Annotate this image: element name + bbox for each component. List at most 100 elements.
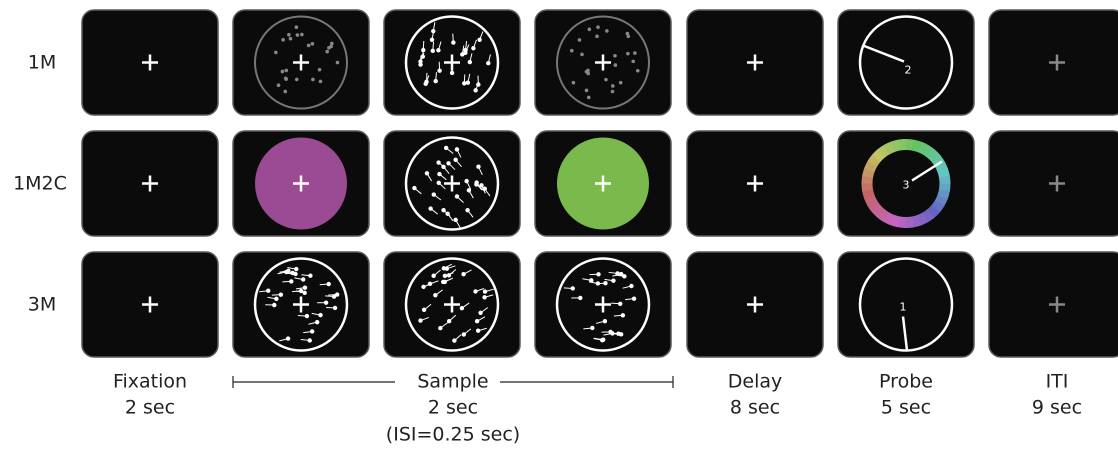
column-duration: 2 sec <box>125 397 175 419</box>
dot <box>443 274 447 278</box>
dot <box>586 69 590 73</box>
color-wheel <box>892 220 899 222</box>
dot <box>611 84 615 88</box>
column-duration: 5 sec <box>881 397 931 419</box>
dot <box>285 69 289 73</box>
dot <box>636 69 640 73</box>
color-wheel <box>931 209 936 214</box>
motion-trail <box>564 288 573 289</box>
color-wheel <box>867 183 868 190</box>
dot <box>626 34 630 38</box>
dot <box>443 280 447 284</box>
panel <box>838 10 974 115</box>
color-wheel <box>925 150 931 154</box>
dot <box>289 37 293 41</box>
column-title: Fixation <box>113 371 187 393</box>
figure: 231 1M 1M2C 3M Fixation 2 sec Sample 2 s… <box>0 0 1118 450</box>
column-title: Sample <box>417 371 488 393</box>
dot <box>619 81 623 85</box>
motion-trail <box>612 334 621 335</box>
color-wheel <box>893 145 900 147</box>
dot <box>587 96 591 100</box>
dot <box>613 54 617 58</box>
row-label: 1M2C <box>13 173 67 195</box>
dot <box>605 29 609 33</box>
dot <box>307 44 311 48</box>
color-wheel <box>899 222 906 223</box>
motion-trail <box>453 34 454 43</box>
dot <box>287 33 291 37</box>
column-duration: 9 sec <box>1032 397 1082 419</box>
motion-trail <box>328 295 337 296</box>
panels: 231 <box>82 10 1118 357</box>
probe-number: 2 <box>905 64 912 77</box>
dot <box>477 38 481 42</box>
dot <box>572 81 576 85</box>
dot <box>604 78 608 82</box>
dot <box>611 90 615 94</box>
color-wheel <box>940 164 943 171</box>
column-duration: 2 sec <box>428 397 478 419</box>
row-label: 3M <box>28 294 56 316</box>
dot <box>296 33 300 37</box>
dot <box>586 72 590 76</box>
dot <box>421 285 425 289</box>
motion-trail <box>325 296 334 297</box>
dot <box>325 50 329 54</box>
color-wheel <box>939 197 942 204</box>
dot <box>418 318 422 322</box>
dot <box>284 77 288 81</box>
color-wheel <box>913 145 920 147</box>
color-wheel <box>919 217 926 220</box>
color-wheel <box>935 203 939 209</box>
color-wheel <box>880 213 886 217</box>
dot <box>311 42 315 46</box>
column-duration: 8 sec <box>730 397 780 419</box>
color-wheel <box>931 154 936 159</box>
dot <box>428 282 432 286</box>
dot <box>330 42 334 46</box>
dot <box>595 35 599 39</box>
motion-trail <box>298 316 307 317</box>
dot <box>277 83 281 87</box>
column-title: ITI <box>1046 371 1069 393</box>
dot <box>570 49 574 53</box>
dot <box>626 52 630 56</box>
color-wheel <box>867 190 869 197</box>
color-wheel <box>886 147 893 150</box>
color-wheel <box>867 176 868 183</box>
dot <box>311 78 315 82</box>
dot <box>295 25 299 29</box>
color-wheel <box>869 163 872 170</box>
dot <box>274 51 278 55</box>
color-wheel <box>919 147 926 150</box>
color-wheel <box>944 184 945 191</box>
color-wheel <box>872 158 876 164</box>
color-wheel <box>944 177 945 184</box>
color-wheel <box>899 145 906 146</box>
column-note: (ISI=0.25 sec) <box>386 424 520 446</box>
dot <box>578 38 582 42</box>
color-wheel <box>925 213 931 217</box>
motion-trail <box>611 303 620 304</box>
color-wheel <box>872 202 876 208</box>
color-wheel <box>886 217 893 220</box>
dot <box>580 53 584 57</box>
row-label: 1M <box>28 52 56 74</box>
column-title: Delay <box>728 371 783 393</box>
motion-trail <box>614 315 623 316</box>
color-wheel <box>942 190 944 197</box>
dot <box>318 68 322 72</box>
color-wheel <box>905 222 912 223</box>
color-wheel <box>876 153 881 158</box>
dot <box>614 63 618 67</box>
column-title: Probe <box>879 371 933 393</box>
dot <box>295 78 299 82</box>
dot <box>585 89 589 93</box>
probe-number: 3 <box>903 179 910 192</box>
color-wheel <box>906 145 913 146</box>
dot <box>453 218 457 222</box>
dot <box>633 51 637 55</box>
dot <box>281 38 285 42</box>
dot <box>464 179 468 183</box>
